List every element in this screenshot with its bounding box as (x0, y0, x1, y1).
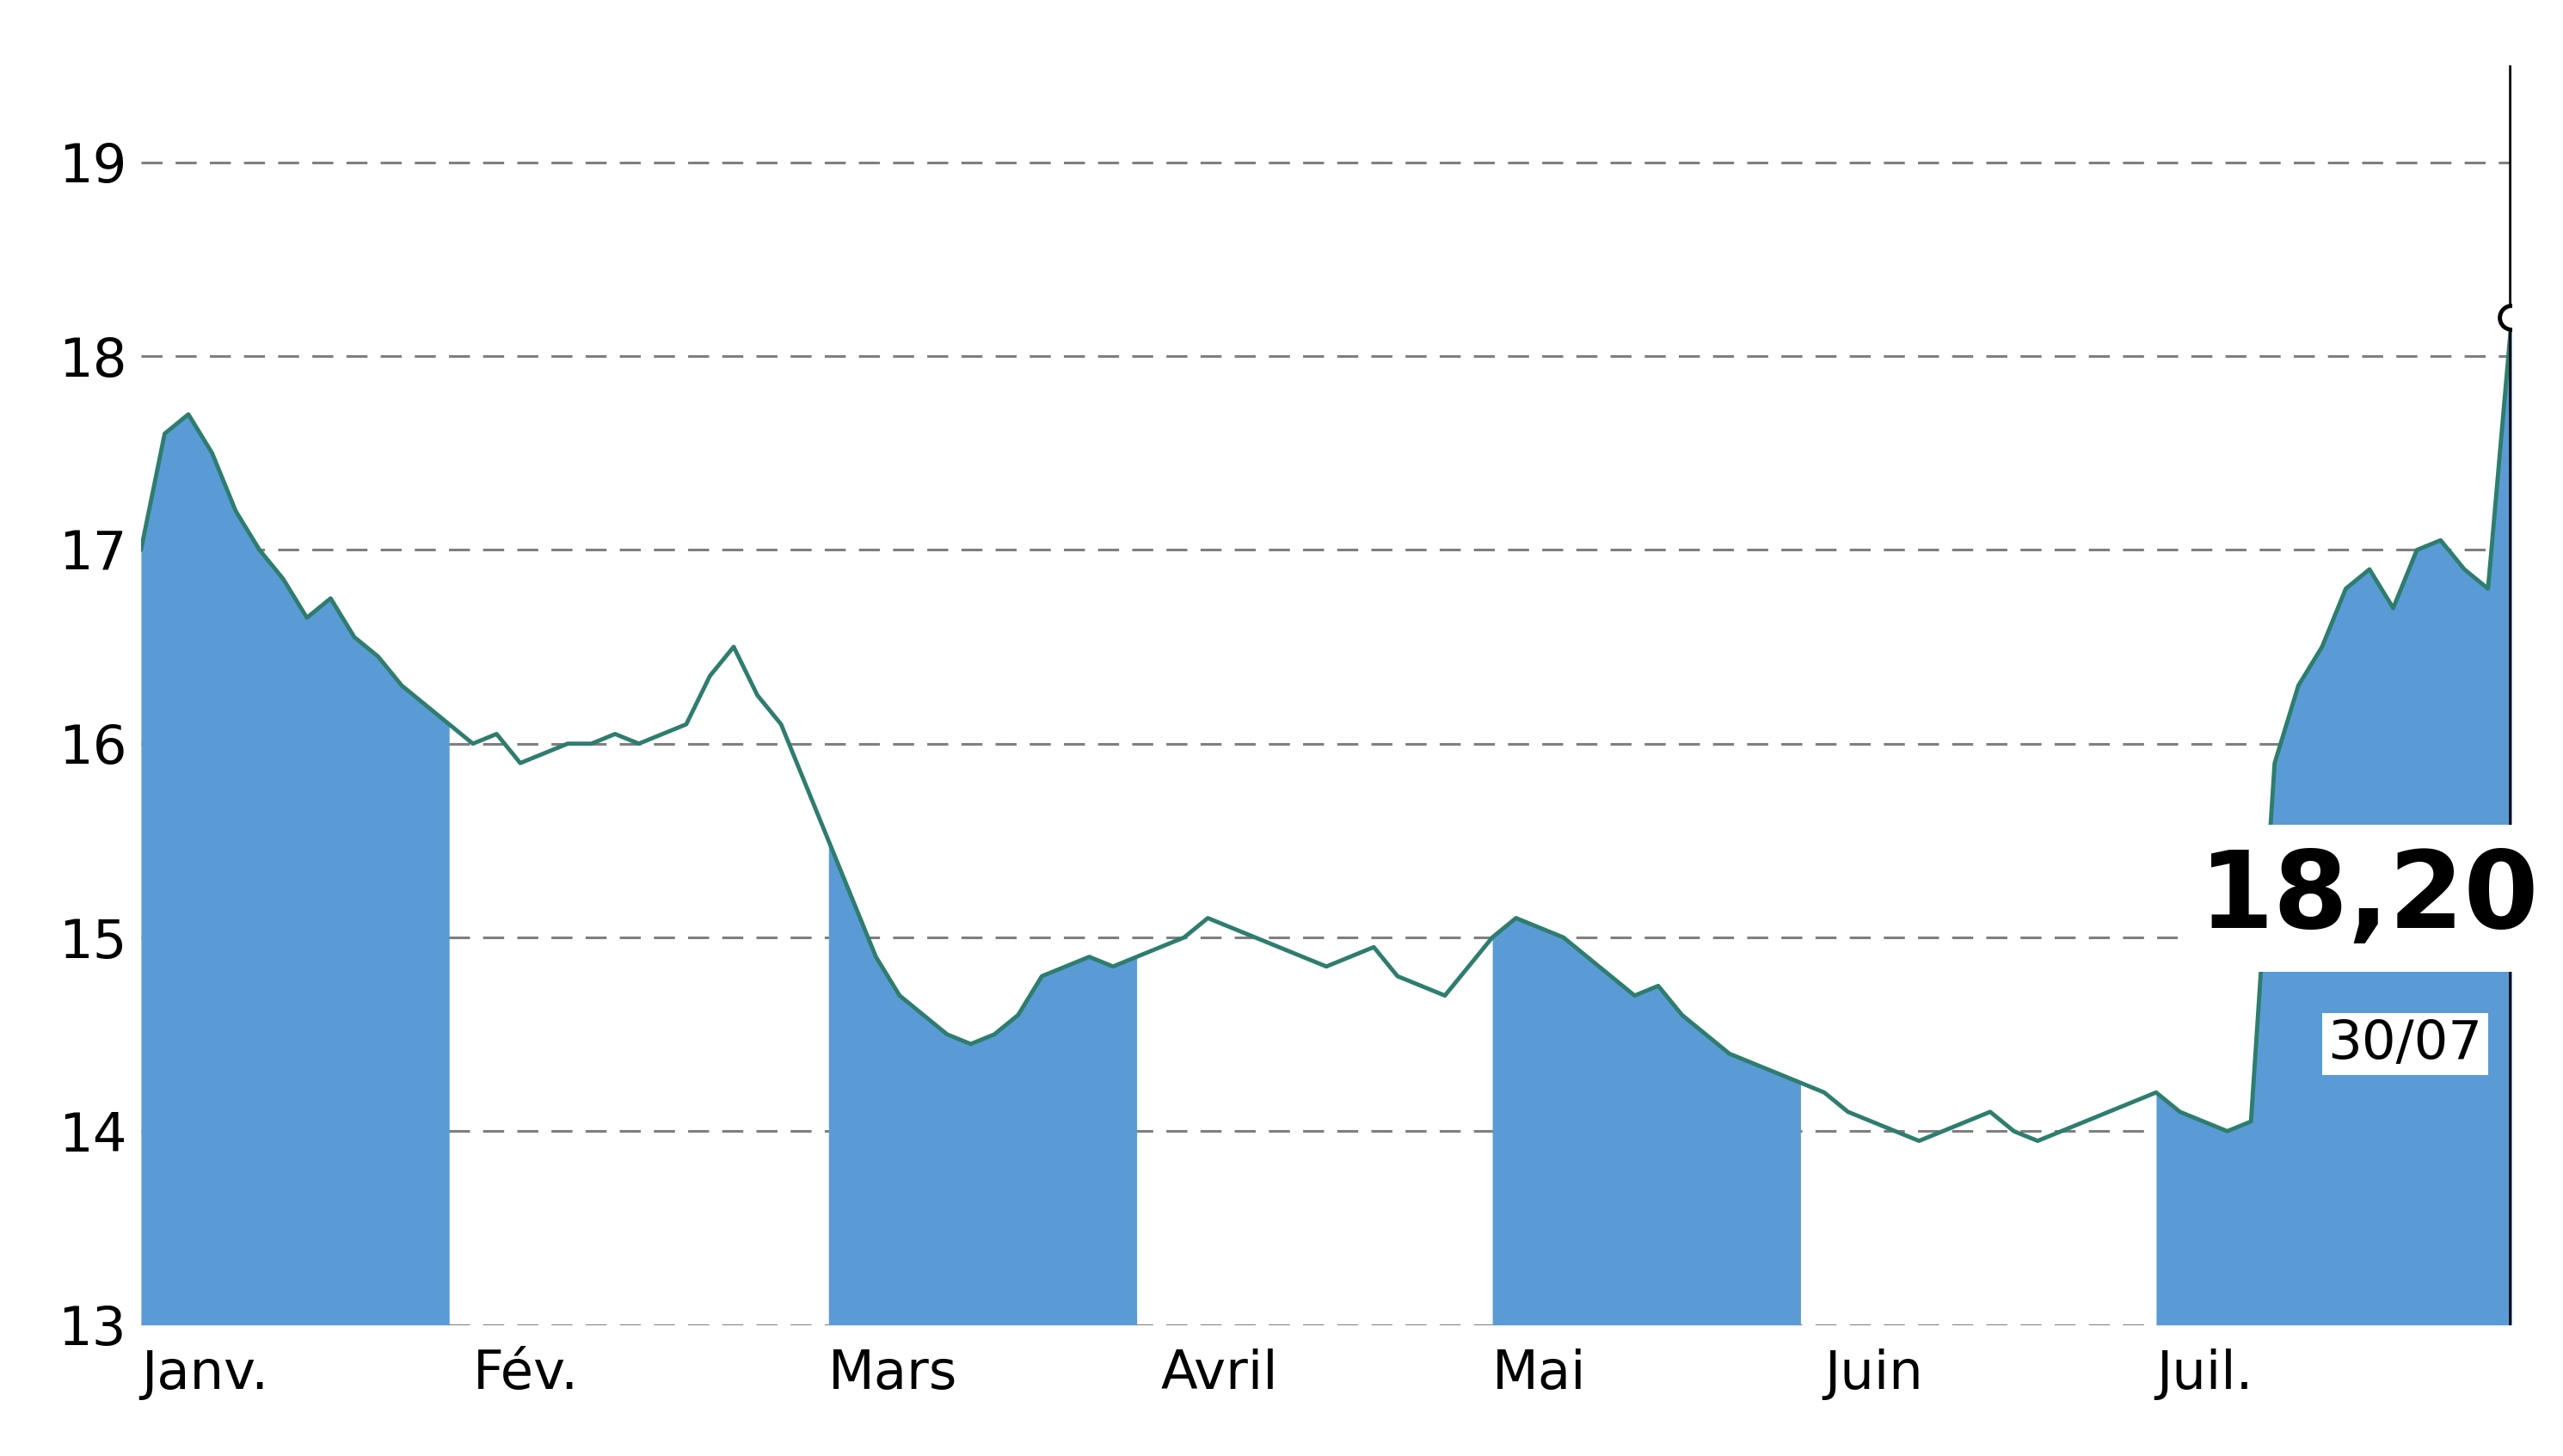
Text: 30/07: 30/07 (2327, 1018, 2484, 1070)
Text: EUROBIO-SCIENTIFIC: EUROBIO-SCIENTIFIC (582, 26, 1981, 141)
Text: 18,20: 18,20 (2199, 846, 2540, 951)
